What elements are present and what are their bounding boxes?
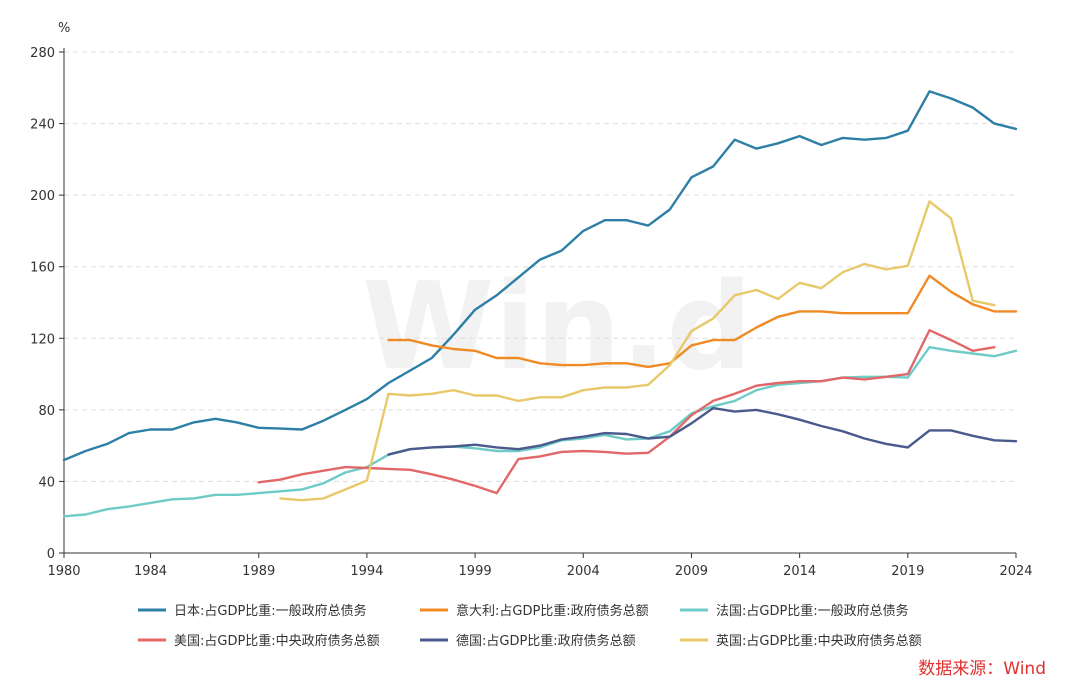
legend-entry-uk: 英国:占GDP比重:中央政府债务总额 [716, 633, 922, 649]
legend-entry-jp: 日本:占GDP比重:一般政府总债务 [174, 603, 367, 619]
x-tick-label: 2009 [675, 564, 708, 579]
x-axis-ticks: 1980 1984 1989 1994 1999 2004 2009 2014 2019 2024 [47, 553, 1032, 579]
x-tick-label: 1994 [350, 564, 383, 579]
x-tick-label: 2014 [783, 564, 816, 579]
x-tick-label: 2019 [891, 564, 924, 579]
x-tick-label: 1980 [47, 564, 80, 579]
legend-entry-it: 意大利:占GDP比重:政府债务总额 [456, 603, 649, 619]
x-tick-label: 2024 [999, 564, 1032, 579]
y-tick-label: 80 [38, 404, 55, 419]
data-source-note: 数据来源：Wind [918, 654, 1046, 679]
y-tick-label: 240 [30, 118, 55, 133]
y-tick-label: 160 [30, 261, 55, 276]
y-tick-label: 40 [38, 475, 55, 490]
x-tick-label: 1999 [459, 564, 492, 579]
y-tick-label: 120 [30, 332, 55, 347]
y-tick-label: 0 [47, 547, 55, 562]
series-line-de [389, 408, 1017, 455]
legend-entry-de: 德国:占GDP比重:政府债务总额 [456, 633, 636, 649]
legend: 日本:占GDP比重:一般政府总债务 意大利:占GDP比重:政府债务总额 法国:占GD… [138, 603, 922, 649]
legend-entry-us: 美国:占GDP比重:中央政府债务总额 [174, 633, 380, 649]
y-axis-ticks: 0 40 80 120 160 200 240 280 [30, 46, 64, 562]
y-axis-unit-label: % [58, 21, 70, 36]
y-tick-label: 200 [30, 189, 55, 204]
y-tick-label: 280 [30, 46, 55, 61]
watermark: Win.d [362, 258, 752, 397]
legend-entry-fr: 法国:占GDP比重:一般政府总债务 [716, 603, 909, 619]
x-tick-label: 1989 [242, 564, 275, 579]
x-tick-label: 1984 [134, 564, 167, 579]
x-tick-label: 2004 [567, 564, 600, 579]
